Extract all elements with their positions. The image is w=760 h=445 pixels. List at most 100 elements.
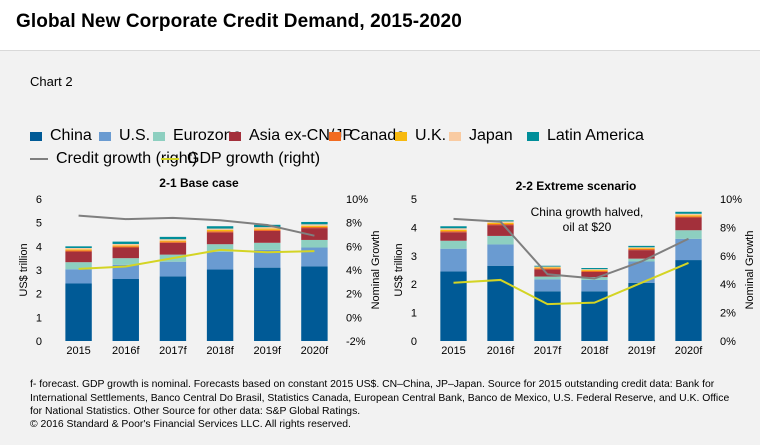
chart-2: 2-2 Extreme scenario 0 1 2 3 4 5 0% 2% 4% 6% 8% 10% U… [393, 179, 756, 357]
bar-segment [487, 244, 514, 266]
bar-segment [534, 269, 561, 277]
x-tick-label: 2017f [159, 345, 187, 357]
bar-segment [628, 245, 655, 248]
bar-segment [534, 279, 561, 292]
y-tick-label: 3 [411, 251, 417, 263]
y2-tick-label: 2% [720, 308, 736, 320]
bar-segment [65, 246, 92, 248]
bar-segment [112, 247, 139, 259]
bar-segment [65, 251, 92, 263]
bar-segment [254, 229, 281, 231]
chart-title: 2-2 Extreme scenario [516, 179, 637, 193]
bar-segment [581, 270, 608, 271]
bar-segment [487, 265, 514, 341]
legend-item-eurozone: Eurozone [153, 127, 242, 145]
legend-item-canada: Canada [329, 127, 405, 145]
bar-segment [581, 268, 608, 270]
y2-tick-label: 6% [720, 251, 736, 263]
legend-label: China [50, 127, 92, 144]
bar-segment [254, 228, 281, 230]
bar-segment [159, 276, 187, 341]
bar-segment [628, 258, 655, 262]
legend-item-us: U.S. [99, 127, 150, 145]
legend-label: Eurozone [173, 127, 242, 144]
y2-tick-label: 10% [720, 194, 742, 206]
bar-segment [65, 247, 92, 250]
bar-segment [112, 246, 139, 248]
bar-segment [628, 261, 655, 283]
copyright: © 2016 Standard & Poor's Financial Servi… [30, 419, 351, 430]
x-tick-label: 2016f [112, 345, 140, 357]
legend-label: Canada [349, 127, 406, 144]
bar-segment [206, 230, 234, 232]
legend-line-swatch [161, 158, 179, 160]
legend-swatch [30, 131, 42, 141]
page-title: Global New Corporate Credit Demand, 2015… [16, 11, 462, 32]
bar-segment [112, 278, 139, 341]
bar-segment [581, 270, 608, 272]
bar-segment [628, 250, 655, 259]
bar-segment [675, 213, 702, 216]
legend-swatch [449, 131, 461, 141]
bar-segment [301, 266, 328, 341]
y-tick-label: 4 [36, 241, 42, 253]
bar-segment [675, 215, 702, 217]
bar-segment [301, 224, 328, 226]
x-tick-label: 2019f [628, 345, 656, 357]
bar-segment [254, 230, 281, 243]
legend-label: U.K. [415, 127, 447, 144]
legend-swatch [395, 131, 407, 141]
x-tick-label: 2018f [206, 345, 234, 357]
header: Global New Corporate Credit Demand, 2015… [0, 0, 760, 51]
y2-tick-label: 0% [346, 312, 362, 324]
chart-subtitle: Chart 2 [30, 74, 73, 89]
legend-label: GDP growth (right) [187, 150, 321, 167]
bar-segment [301, 221, 328, 225]
bar-segment [301, 247, 328, 267]
bar-segment [254, 267, 281, 341]
bar-segment [487, 222, 514, 224]
bar-segment [534, 266, 561, 268]
y2-tick-label: 8% [720, 222, 736, 234]
y2-tick-label: -2% [346, 336, 366, 348]
bar-segment [675, 216, 702, 218]
bar-segment [487, 235, 514, 245]
legend-item-credit-growth: Credit growth (right) [30, 150, 197, 168]
bar-segment [65, 250, 92, 252]
bar-segment [675, 217, 702, 231]
bar-segment [440, 231, 467, 233]
y-axis-label: US$ trillion [18, 243, 30, 296]
bar-segment [440, 226, 467, 229]
line-series [453, 261, 689, 306]
bar-segment [206, 228, 234, 231]
bar-segment [675, 260, 702, 341]
x-tick-label: 2017f [534, 345, 562, 357]
bar-segment [112, 243, 139, 246]
x-tick-label: 2018f [581, 345, 609, 357]
bar-segment [159, 254, 187, 262]
legend-item-japan: Japan [449, 127, 513, 145]
bar-segment [254, 242, 281, 250]
bar-segment [487, 225, 514, 236]
bar-segment [487, 220, 514, 222]
x-tick-label: 2020f [675, 345, 703, 357]
bar-segment [254, 227, 281, 229]
y-tick-label: 4 [411, 222, 417, 234]
bar-segment [628, 248, 655, 249]
x-tick-label: 2019f [253, 345, 281, 357]
x-tick-label: 2016f [487, 345, 515, 357]
bar-segment [159, 240, 187, 242]
bar-segment [159, 236, 187, 240]
bar-segment [675, 230, 702, 239]
y-axis-label: US$ trillion [393, 243, 405, 296]
bar-segment [254, 224, 281, 228]
bar-segment [440, 228, 467, 230]
bar-segment [206, 226, 234, 229]
chart-annotation: China growth halved, [531, 205, 644, 219]
bar-segment [534, 265, 561, 267]
bar-segment [65, 283, 92, 341]
bar-segment [206, 269, 234, 341]
bar-segment [534, 276, 561, 280]
bar-segment [581, 271, 608, 278]
chart-1: 2-1 Base case 0 1 2 3 4 5 6 -2% 0% 2% 4% 6% 8% 10% US$ … [18, 176, 382, 357]
